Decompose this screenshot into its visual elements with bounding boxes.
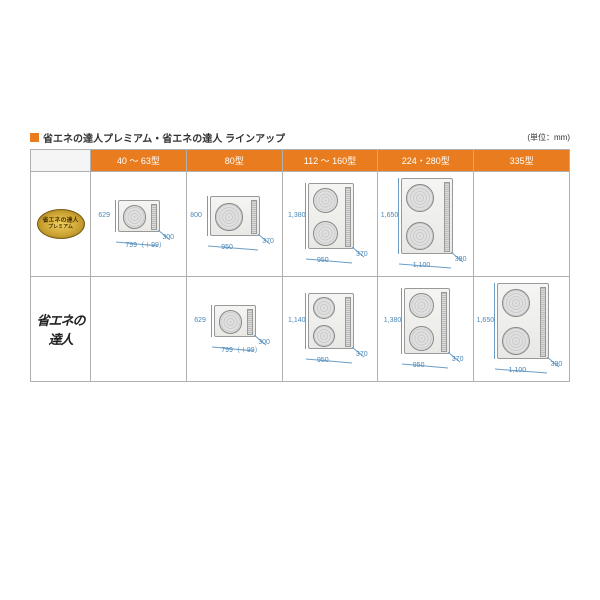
dim-height: 1,650 — [477, 317, 495, 324]
corner-cell — [31, 150, 91, 172]
unit-label: (単位：mm) — [527, 132, 570, 143]
col-header: 112 ～ 160型 — [282, 150, 378, 172]
col-header: 80型 — [186, 150, 282, 172]
dim-width: 950 — [413, 362, 425, 369]
dim-height: 629 — [98, 212, 110, 219]
dim-height: 1,380 — [384, 317, 402, 324]
unit-cell: 1,140370950 — [282, 277, 378, 382]
dim-height: 1,650 — [381, 212, 399, 219]
lineup-table: 40 ～ 63型 80型 112 ～ 160型 224・280型 335型 省エ… — [30, 149, 570, 382]
ac-unit-diagram: 800370950 — [192, 192, 276, 254]
dim-width: 950 — [221, 244, 233, 251]
dim-height: 629 — [194, 317, 206, 324]
ac-unit-diagram: 1,380370950 — [290, 179, 370, 267]
standard-logo: 省エネの達人 — [31, 310, 90, 348]
title-square — [30, 133, 39, 142]
dim-width: 1,100 — [509, 367, 527, 374]
table-row: 省エネの達人プレミアム 629300799（＋99） 8003709501,3803… — [31, 172, 570, 277]
col-header: 224・280型 — [378, 150, 474, 172]
dim-width: 799（＋99） — [221, 345, 261, 355]
unit-cell: 1,380370950 — [378, 277, 474, 382]
unit-cell: 1,380370950 — [282, 172, 378, 277]
dim-height: 1,380 — [288, 212, 306, 219]
unit-cell: 1,6503901,100 — [378, 172, 474, 277]
unit-cell: 629300799（＋99） — [91, 172, 187, 277]
unit-cell: 1,6503901,100 — [474, 277, 570, 382]
col-header: 40 ～ 63型 — [91, 150, 187, 172]
table-row: 省エネの達人 629300799（＋99） 1,1403709501,3803709… — [31, 277, 570, 382]
title-row: 省エネの達人プレミアム・省エネの達人 ラインアップ (単位：mm) — [30, 130, 570, 145]
unit-cell: 800370950 — [186, 172, 282, 277]
unit-cell — [91, 277, 187, 382]
ac-unit-diagram: 1,380370950 — [386, 284, 466, 372]
dim-width: 799（＋99） — [125, 240, 165, 250]
ac-unit-diagram: 1,6503901,100 — [479, 279, 565, 377]
dim-height: 1,140 — [288, 317, 306, 324]
ac-unit-diagram: 1,6503901,100 — [383, 174, 469, 272]
premium-badge: 省エネの達人プレミアム — [37, 209, 85, 239]
dim-width: 1,100 — [413, 262, 431, 269]
title-text: 省エネの達人プレミアム・省エネの達人 ラインアップ — [43, 130, 285, 145]
dim-width: 950 — [317, 357, 329, 364]
ac-unit-diagram: 629300799（＋99） — [100, 196, 176, 250]
col-header: 335型 — [474, 150, 570, 172]
row-label: 省エネの達人 — [31, 277, 91, 382]
dim-width: 950 — [317, 257, 329, 264]
unit-cell — [474, 172, 570, 277]
unit-cell: 629300799（＋99） — [186, 277, 282, 382]
row-label: 省エネの達人プレミアム — [31, 172, 91, 277]
ac-unit-diagram: 629300799（＋99） — [196, 301, 272, 355]
ac-unit-diagram: 1,140370950 — [290, 289, 370, 367]
dim-height: 800 — [190, 212, 202, 219]
